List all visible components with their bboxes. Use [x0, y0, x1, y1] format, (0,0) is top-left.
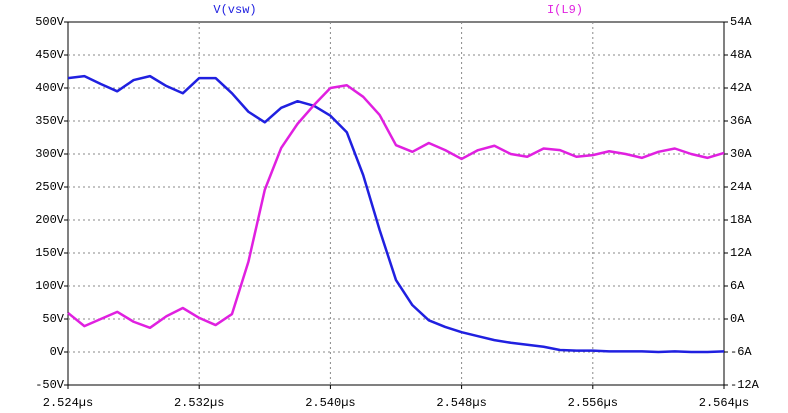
- x-tick-label: 2.564µs: [699, 396, 749, 410]
- y2-tick-label: 18A: [730, 213, 752, 227]
- y2-tick-label: 0A: [730, 312, 745, 326]
- y-tick-label: 150V: [35, 246, 65, 260]
- y-tick-label: 450V: [35, 48, 65, 62]
- x-tick-label: 2.524µs: [43, 396, 93, 410]
- y2-tick-label: 12A: [730, 246, 752, 260]
- y2-tick-label: 54A: [730, 15, 752, 29]
- y-tick-label: 400V: [35, 81, 65, 95]
- series-title: V(vsw): [213, 3, 256, 17]
- y2-tick-label: 48A: [730, 48, 752, 62]
- y2-tick-label: 6A: [730, 279, 745, 293]
- series-line: [67, 84, 725, 330]
- y2-tick-label: -12A: [730, 378, 760, 392]
- y-tick-label: 250V: [35, 180, 65, 194]
- y-tick-label: 200V: [35, 213, 65, 227]
- x-tick-label: 2.556µs: [568, 396, 618, 410]
- y-tick-label: 50V: [42, 312, 64, 326]
- x-tick-label: 2.540µs: [305, 396, 355, 410]
- y-tick-label: 350V: [35, 114, 65, 128]
- y-tick-label: 300V: [35, 147, 65, 161]
- series-line: [67, 74, 725, 354]
- y-tick-label: 500V: [35, 15, 65, 29]
- y2-tick-label: 36A: [730, 114, 752, 128]
- series-title: I(L9): [547, 3, 583, 17]
- y2-tick-label: 24A: [730, 180, 752, 194]
- x-tick-label: 2.532µs: [174, 396, 224, 410]
- x-tick-label: 2.548µs: [436, 396, 486, 410]
- y2-tick-label: 30A: [730, 147, 752, 161]
- y2-tick-label: -6A: [730, 345, 752, 359]
- y2-tick-label: 42A: [730, 81, 752, 95]
- y-tick-label: 0V: [50, 345, 65, 359]
- y-tick-label: 100V: [35, 279, 65, 293]
- plot-frame: [67, 21, 725, 386]
- y-tick-label: -50V: [35, 378, 65, 392]
